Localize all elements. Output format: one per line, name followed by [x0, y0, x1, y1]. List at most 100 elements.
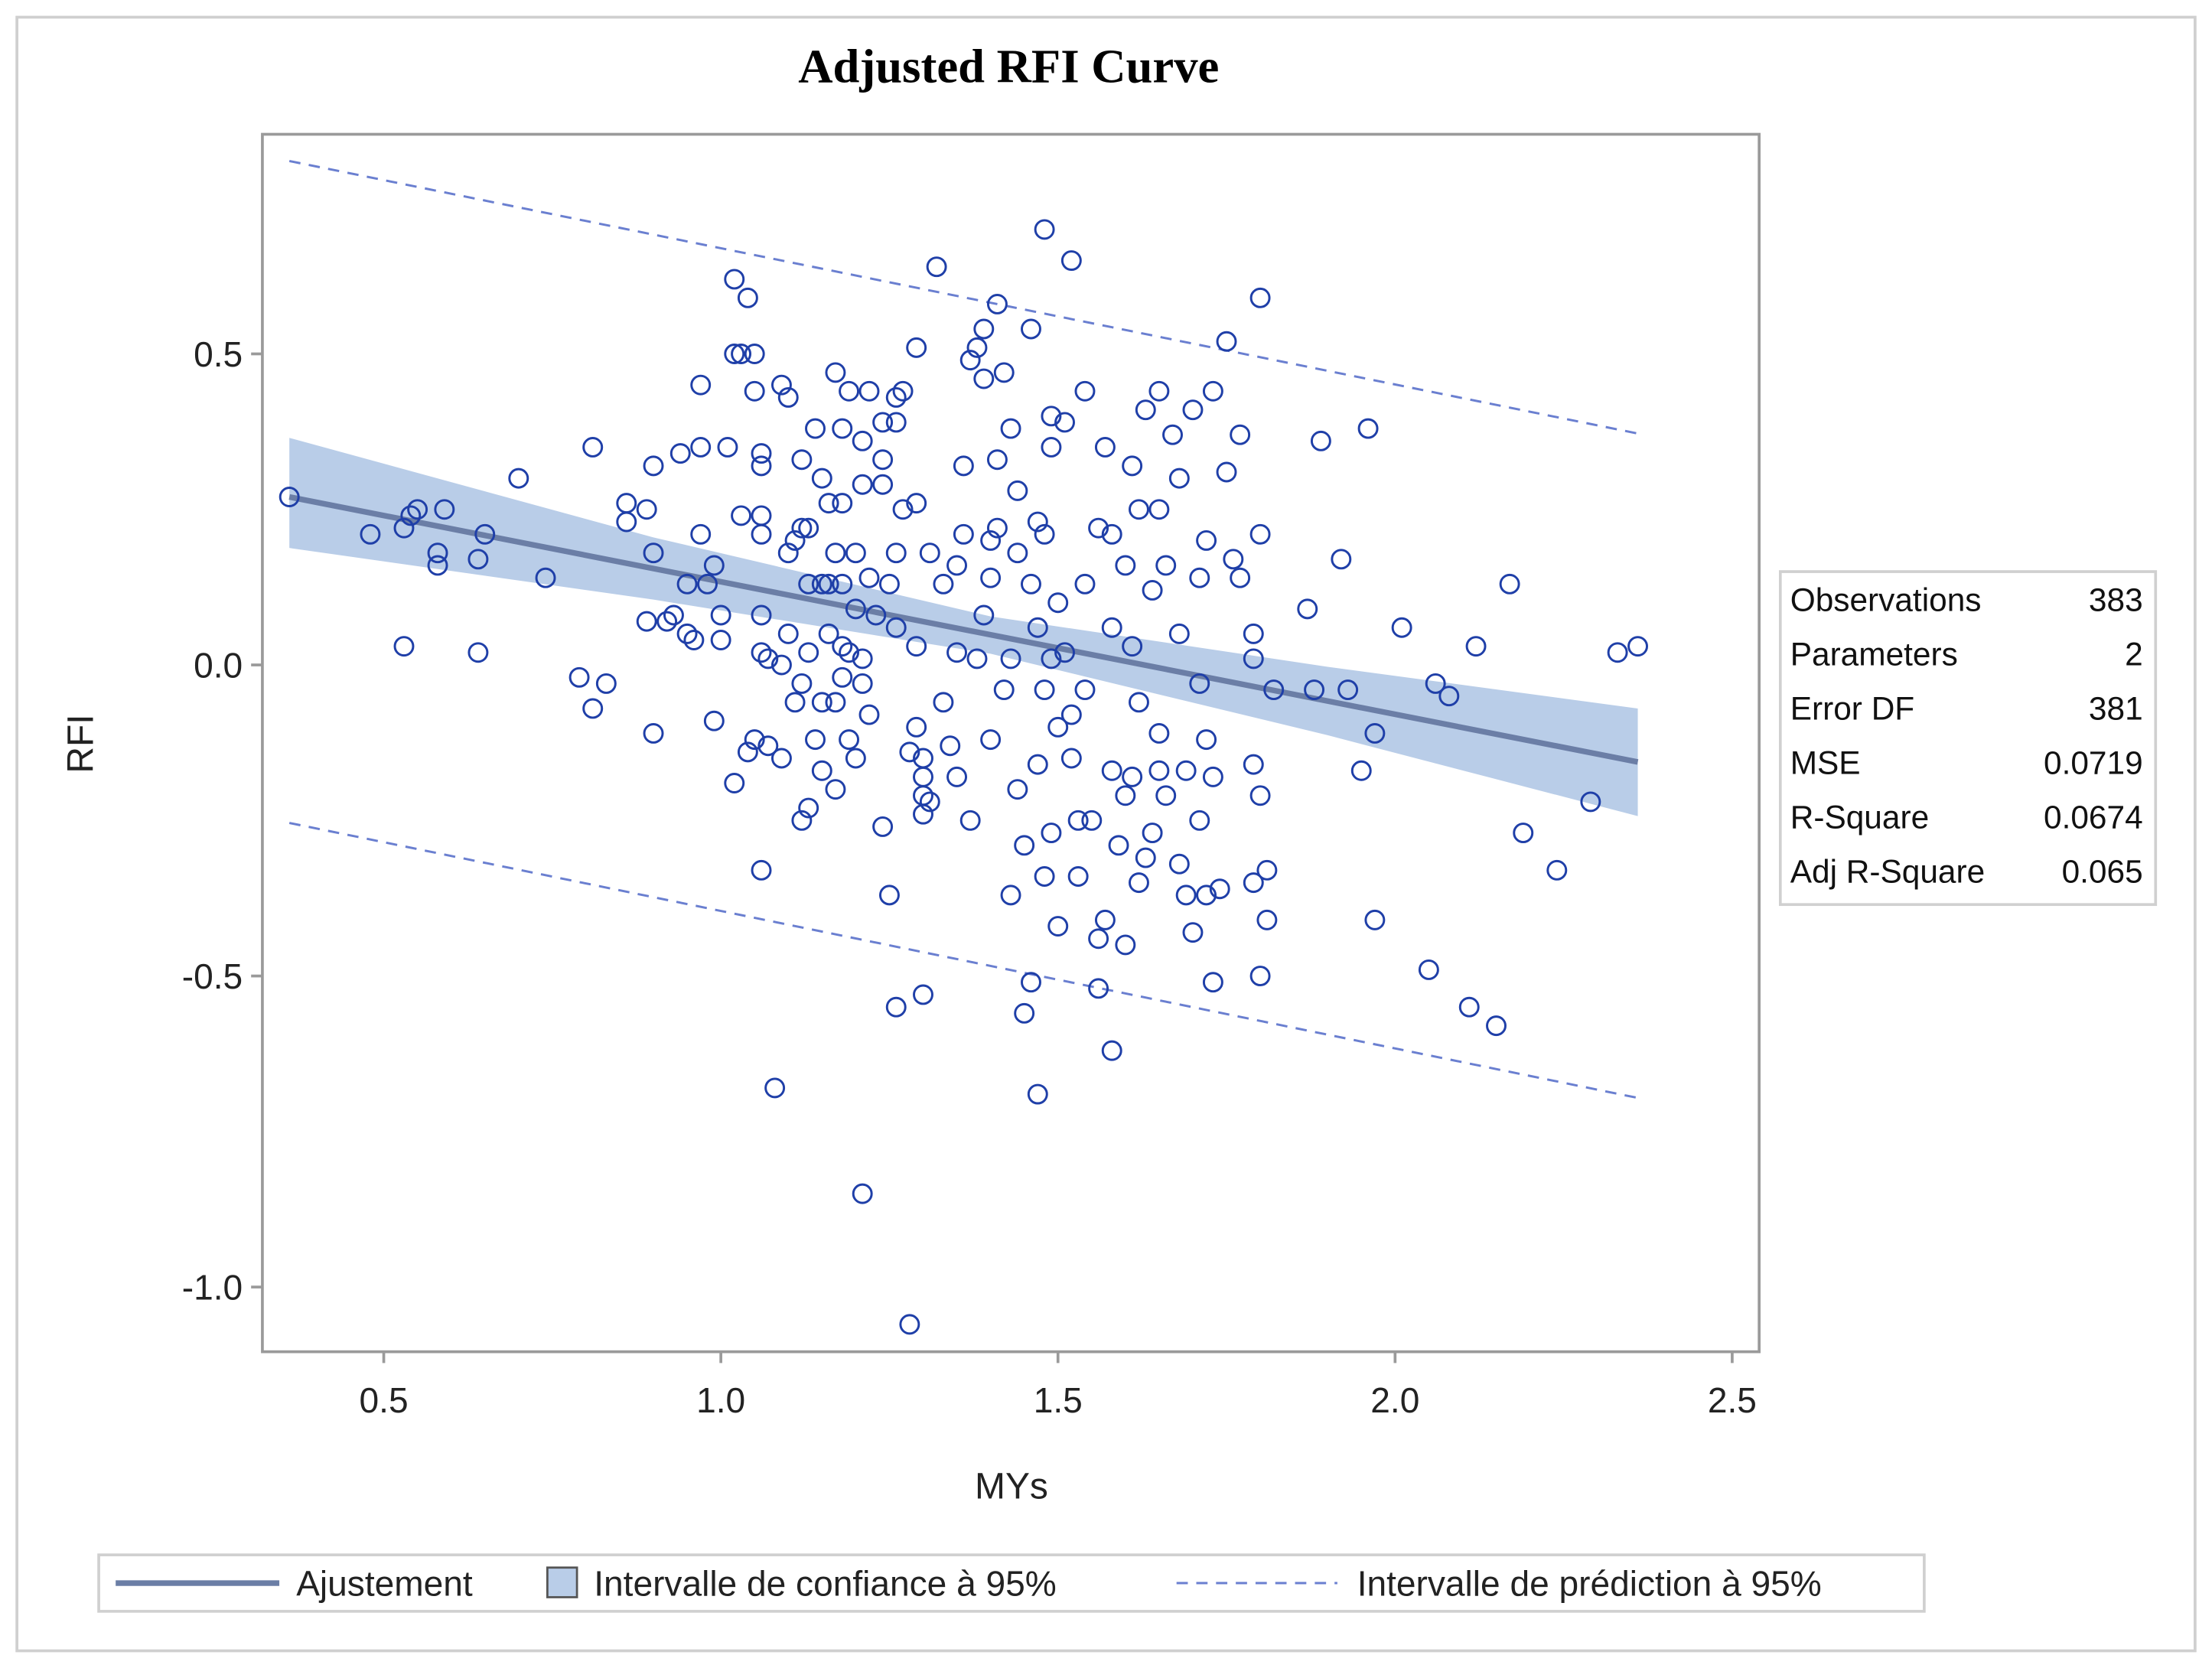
stats-value: 0.0719 — [2044, 745, 2143, 781]
legend-band-swatch — [546, 1566, 578, 1598]
data-point — [710, 604, 731, 626]
data-point — [1243, 648, 1264, 669]
data-point — [1041, 406, 1062, 427]
data-point — [1168, 623, 1190, 644]
data-point — [946, 555, 968, 576]
data-point — [724, 269, 745, 290]
data-point — [1027, 617, 1048, 638]
data-point — [1607, 642, 1628, 663]
data-point — [1364, 909, 1386, 930]
data-point — [933, 692, 954, 713]
data-point — [1000, 418, 1021, 439]
data-point — [1067, 810, 1089, 831]
data-point — [770, 654, 792, 676]
data-point — [1047, 716, 1069, 738]
data-point — [1304, 679, 1325, 701]
y-tick-label: 0.0 — [194, 646, 243, 686]
data-point — [676, 573, 698, 595]
data-point — [1182, 399, 1204, 421]
data-point — [913, 984, 933, 1005]
data-point — [858, 380, 880, 402]
data-point — [1034, 866, 1055, 887]
data-point — [1243, 754, 1264, 775]
data-point — [1047, 592, 1069, 614]
stats-value: 383 — [2089, 582, 2143, 618]
data-point — [751, 443, 772, 464]
data-point — [770, 374, 792, 396]
data-point — [1074, 679, 1096, 701]
data-point — [1168, 853, 1190, 875]
data-point — [1054, 412, 1076, 433]
data-point — [811, 467, 832, 489]
prediction-limit-lower — [288, 822, 1638, 1100]
data-point — [872, 816, 894, 837]
data-point — [946, 766, 968, 787]
data-point — [1499, 573, 1520, 595]
data-point — [872, 449, 894, 471]
data-point — [643, 455, 664, 477]
data-point — [993, 362, 1015, 383]
data-point — [1041, 823, 1062, 844]
data-point — [1034, 679, 1055, 701]
data-point — [757, 735, 779, 757]
data-point — [791, 810, 813, 831]
data-point — [1007, 779, 1028, 800]
data-point — [1223, 549, 1244, 570]
legend-frame — [97, 1553, 1926, 1613]
data-point — [966, 337, 988, 358]
stats-label: R-Square — [1790, 800, 1929, 836]
x-tick-label: 1.0 — [696, 1380, 745, 1420]
data-point — [973, 368, 995, 389]
data-point — [663, 604, 684, 626]
data-point — [690, 374, 712, 396]
x-tick-label: 0.5 — [360, 1380, 409, 1420]
data-point — [1142, 823, 1163, 844]
data-point — [1243, 623, 1264, 644]
data-point — [825, 542, 846, 564]
data-point — [1060, 250, 1082, 272]
data-point — [703, 555, 725, 576]
data-point — [1027, 754, 1048, 775]
data-point — [1000, 884, 1021, 906]
data-point — [1202, 380, 1223, 402]
data-point — [885, 386, 907, 408]
data-point — [832, 666, 853, 688]
data-point — [1182, 922, 1204, 943]
legend-fit-label: Ajustement — [296, 1564, 473, 1604]
data-point — [724, 344, 745, 364]
data-point — [1155, 785, 1177, 806]
data-point — [1155, 555, 1177, 576]
stats-label: Parameters — [1790, 637, 1958, 673]
data-point — [1014, 835, 1035, 856]
data-point — [1034, 219, 1055, 240]
data-point — [467, 549, 489, 570]
data-point — [474, 523, 496, 545]
data-point — [467, 642, 489, 663]
data-point — [1175, 760, 1197, 781]
data-point — [1243, 872, 1264, 894]
data-point — [791, 517, 813, 539]
data-point — [906, 493, 927, 514]
data-point — [1122, 766, 1143, 787]
y-tick-label: -0.5 — [182, 956, 243, 996]
data-point — [1122, 636, 1143, 657]
data-point — [858, 704, 880, 725]
data-point — [1122, 455, 1143, 477]
data-point — [1189, 810, 1210, 831]
data-point — [724, 773, 745, 793]
stats-value: 0.065 — [2062, 854, 2143, 890]
data-point — [1088, 517, 1109, 539]
data-point — [757, 648, 779, 669]
data-point — [737, 287, 758, 308]
data-point — [1546, 859, 1568, 881]
data-point — [1350, 760, 1372, 781]
data-point — [959, 350, 981, 371]
data-point — [940, 735, 961, 757]
data-point — [845, 748, 866, 769]
data-point — [1249, 966, 1271, 987]
data-point — [1256, 909, 1278, 930]
data-point — [1337, 679, 1359, 701]
data-point — [839, 729, 860, 751]
data-point — [811, 692, 832, 713]
data-point — [791, 673, 813, 694]
